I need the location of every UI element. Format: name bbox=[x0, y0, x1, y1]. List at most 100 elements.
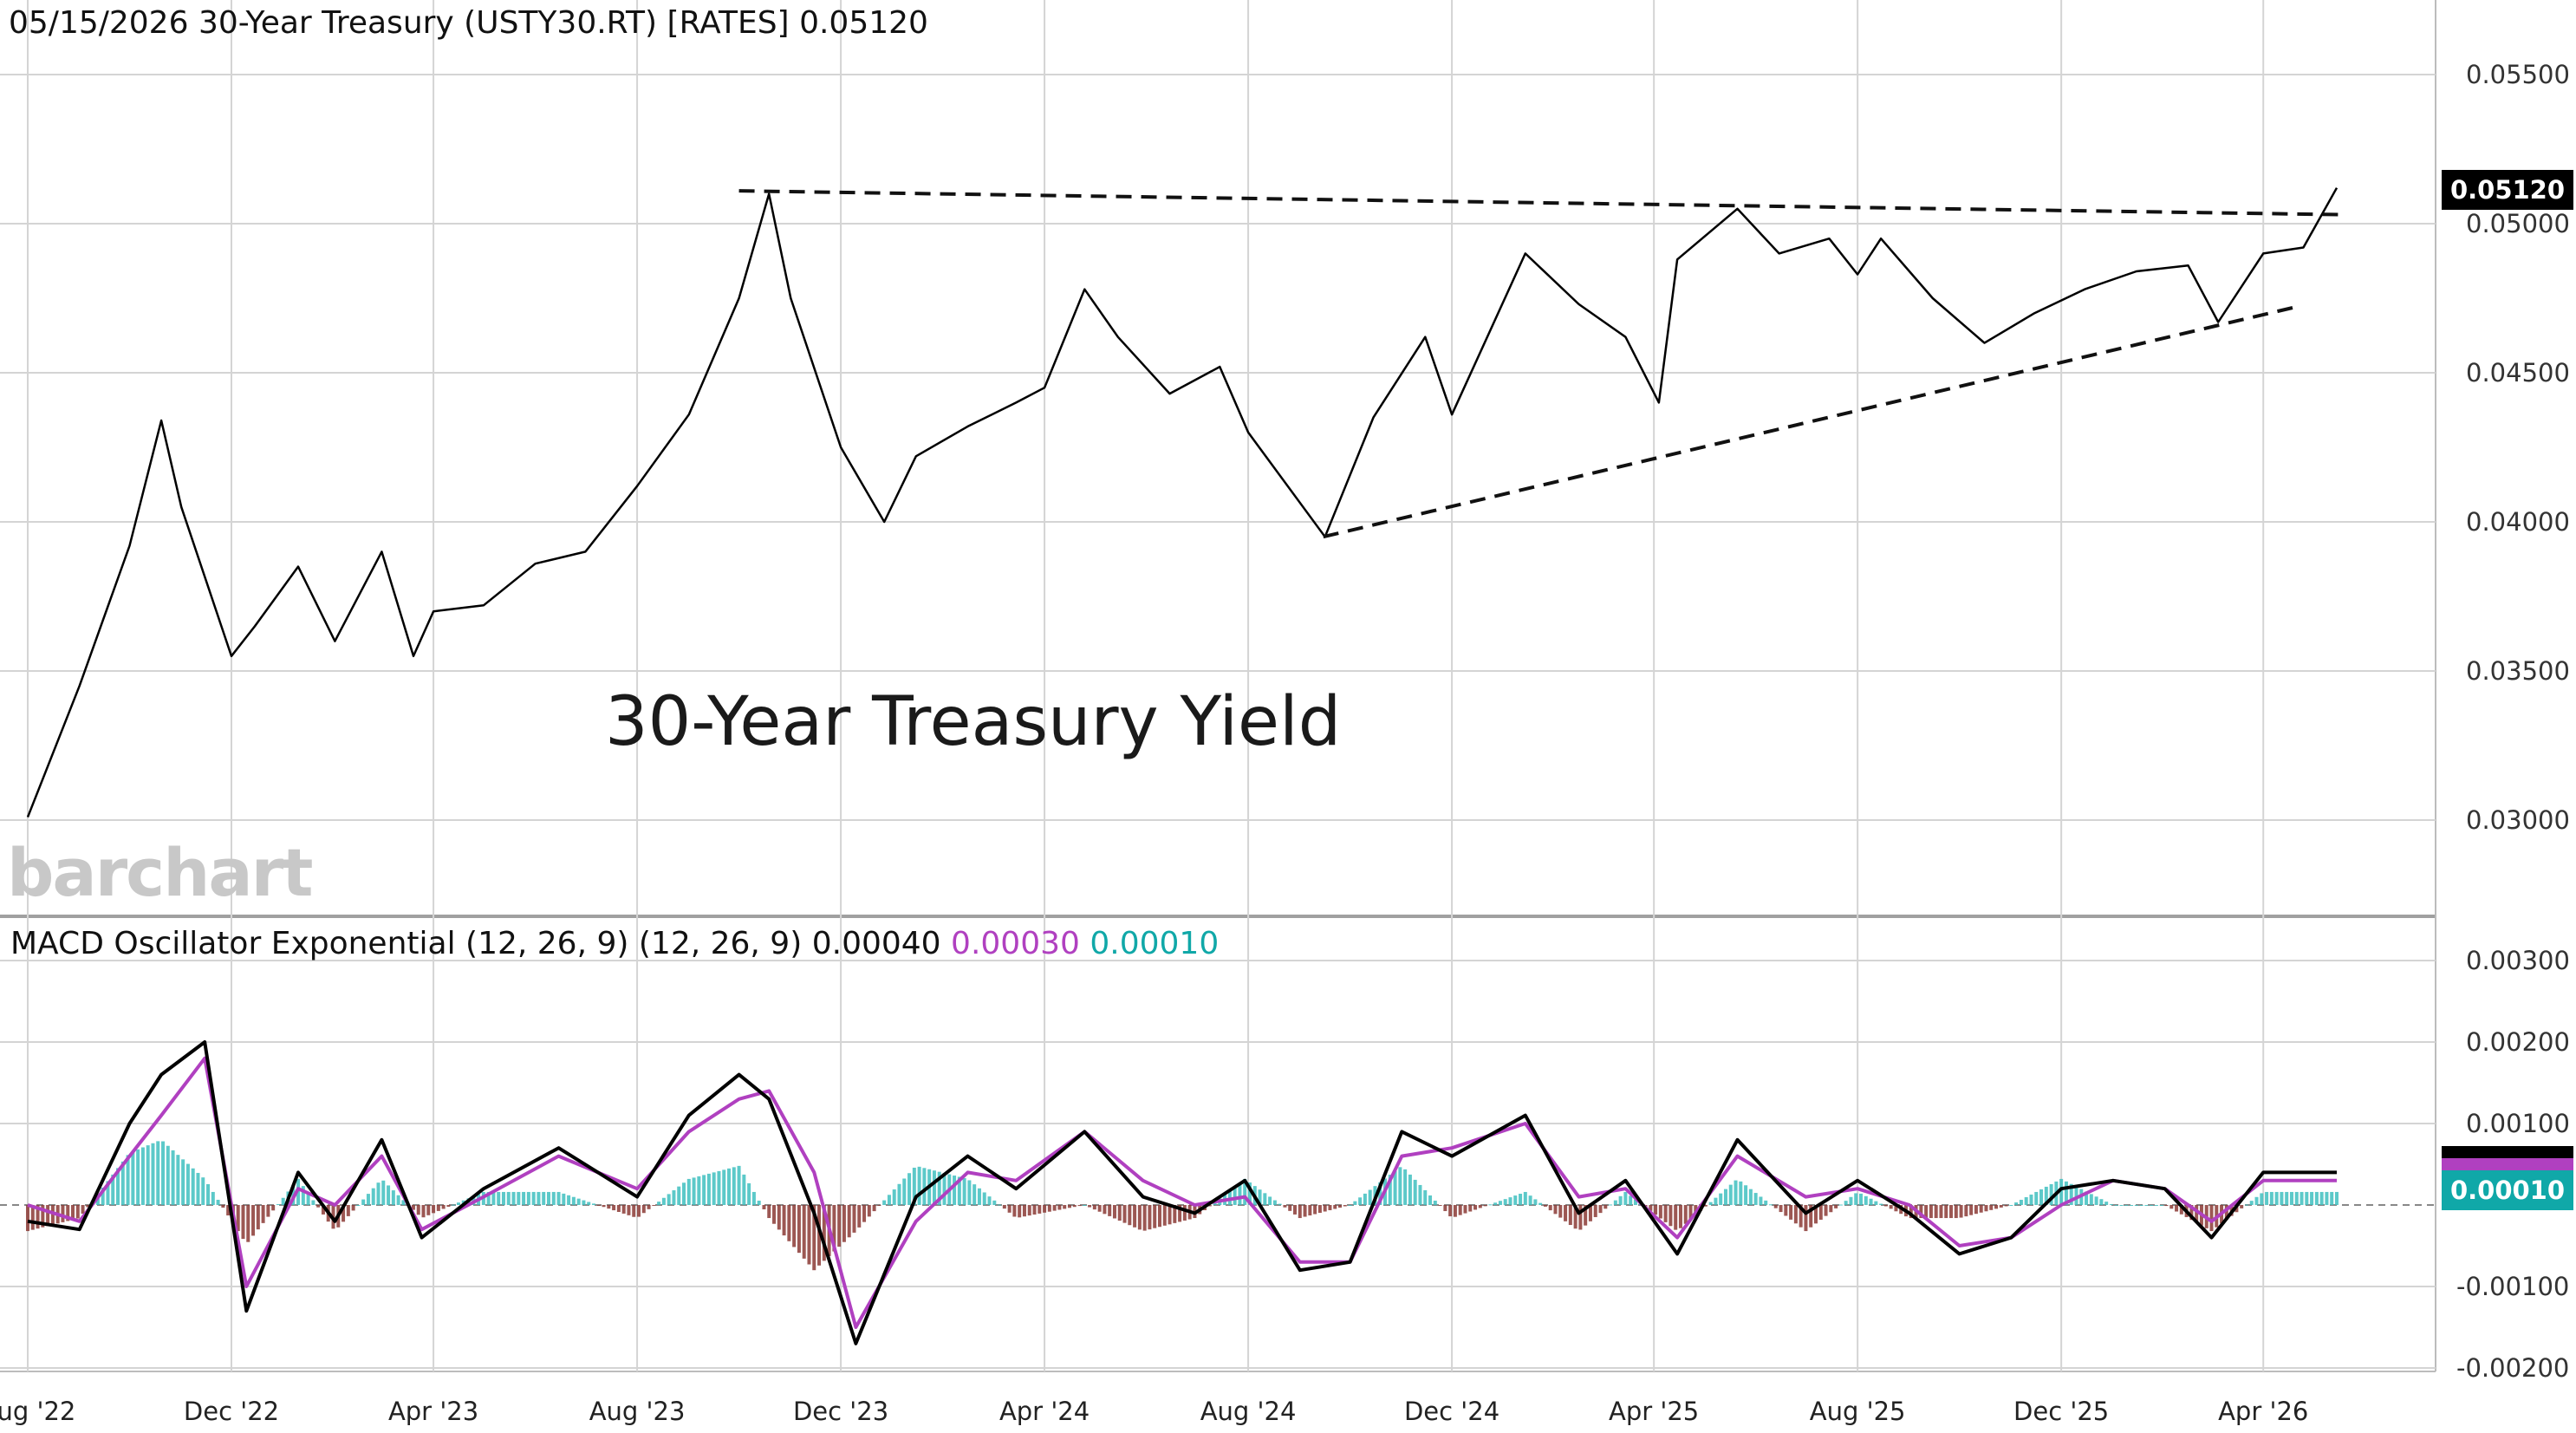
histogram-bar bbox=[907, 1173, 912, 1205]
histogram-bar bbox=[41, 1205, 45, 1228]
histogram-bar bbox=[1207, 1205, 1212, 1207]
histogram-bar bbox=[2134, 1205, 2138, 1206]
histogram-bar bbox=[1137, 1205, 1142, 1230]
histogram-bar bbox=[366, 1194, 370, 1205]
histogram-bar bbox=[1097, 1205, 1102, 1212]
histogram-bar bbox=[1248, 1182, 1252, 1205]
histogram-bar bbox=[411, 1205, 415, 1210]
histogram-bar bbox=[2029, 1194, 2033, 1205]
histogram-bar bbox=[1799, 1205, 1803, 1228]
histogram-bar bbox=[767, 1205, 771, 1219]
histogram-bar bbox=[306, 1193, 310, 1205]
histogram-bar bbox=[2334, 1191, 2339, 1205]
price-y-tick-label: 0.04000 bbox=[2466, 507, 2570, 537]
histogram-bar bbox=[396, 1195, 400, 1205]
histogram-bar bbox=[1027, 1205, 1031, 1216]
histogram-bar bbox=[456, 1202, 460, 1205]
histogram-bar bbox=[857, 1205, 862, 1228]
histogram-bar bbox=[842, 1205, 846, 1242]
histogram-bar bbox=[546, 1191, 550, 1205]
histogram-bar bbox=[86, 1205, 90, 1208]
price-y-axis-labels: 0.05500 0.05000 0.04500 0.04000 0.03500 0.030… bbox=[2466, 60, 2570, 835]
histogram-bar bbox=[1142, 1205, 1147, 1231]
histogram-bar bbox=[1363, 1193, 1367, 1205]
histogram-bar bbox=[1969, 1205, 1974, 1215]
histogram-bar bbox=[1213, 1202, 1217, 1205]
macd-title: MACD Oscillator Exponential (12, 26, 9) bbox=[10, 926, 629, 961]
histogram-bar bbox=[998, 1204, 1002, 1206]
histogram-bar bbox=[1288, 1205, 1292, 1211]
histogram-bar bbox=[867, 1205, 871, 1217]
histogram-bar bbox=[2169, 1205, 2174, 1209]
histogram-bar bbox=[1909, 1205, 1913, 1219]
histogram-bar bbox=[732, 1167, 736, 1205]
macd-histogram-badge: 0.00010 bbox=[2442, 1170, 2573, 1210]
histogram-bar bbox=[2300, 1191, 2304, 1205]
histogram-bar bbox=[281, 1197, 285, 1205]
macd-line bbox=[27, 1040, 2337, 1345]
histogram-bar bbox=[2085, 1191, 2089, 1205]
histogram-bar bbox=[1809, 1205, 1813, 1228]
histogram-bar bbox=[2094, 1196, 2098, 1205]
histogram-bar bbox=[2195, 1205, 2199, 1223]
histogram-bar bbox=[36, 1205, 40, 1229]
histogram-bar bbox=[637, 1205, 641, 1217]
histogram-bar bbox=[792, 1205, 797, 1247]
histogram-bar bbox=[116, 1168, 120, 1205]
histogram-bar bbox=[2325, 1191, 2329, 1205]
histogram-bar bbox=[206, 1183, 211, 1205]
histogram-bar bbox=[1519, 1194, 1523, 1205]
histogram-bar bbox=[316, 1205, 321, 1208]
signal-line bbox=[27, 1056, 2337, 1329]
histogram-bar bbox=[887, 1195, 891, 1205]
histogram-bar bbox=[2144, 1205, 2149, 1206]
x-tick-label: Dec '24 bbox=[1404, 1397, 1499, 1426]
histogram-bar bbox=[1353, 1201, 1357, 1205]
price-y-tick-label: 0.05500 bbox=[2466, 60, 2570, 89]
histogram-bar bbox=[1889, 1205, 1893, 1209]
histogram-bar bbox=[271, 1205, 276, 1211]
histogram-bar bbox=[2150, 1205, 2154, 1206]
x-tick-label: Aug '25 bbox=[1810, 1397, 1906, 1426]
histogram-bar bbox=[1243, 1178, 1247, 1205]
histogram-bar bbox=[616, 1205, 621, 1212]
histogram-bar bbox=[957, 1176, 961, 1205]
x-tick-label: Aug '22 bbox=[0, 1397, 75, 1426]
histogram-bar bbox=[2034, 1191, 2039, 1205]
macd-y-tick-label: 0.00200 bbox=[2466, 1027, 2570, 1057]
trendline bbox=[738, 189, 2345, 217]
histogram-bar bbox=[1283, 1205, 1287, 1208]
histogram-bar bbox=[1448, 1205, 1453, 1217]
histogram-bar bbox=[1468, 1205, 1473, 1212]
histogram-bar bbox=[2119, 1205, 2124, 1206]
histogram-bar bbox=[917, 1166, 921, 1205]
histogram-bar bbox=[712, 1172, 716, 1205]
histogram-bar bbox=[982, 1192, 986, 1205]
histogram-bar bbox=[301, 1186, 305, 1205]
macd-y-tick-label: 0.00100 bbox=[2466, 1109, 2570, 1138]
histogram-bar bbox=[1133, 1205, 1137, 1228]
histogram-bar bbox=[50, 1205, 55, 1225]
histogram-bar bbox=[256, 1205, 260, 1230]
histogram-bar bbox=[537, 1191, 541, 1205]
histogram-bar bbox=[1313, 1205, 1317, 1215]
histogram-bar bbox=[782, 1205, 786, 1236]
histogram-bar bbox=[1764, 1200, 1768, 1205]
histogram-bar bbox=[812, 1205, 816, 1271]
histogram-bar bbox=[1503, 1199, 1507, 1205]
histogram-bar bbox=[1768, 1204, 1773, 1206]
histogram-bar bbox=[2074, 1186, 2078, 1205]
histogram-bar bbox=[1834, 1205, 1838, 1208]
histogram-bar bbox=[221, 1205, 225, 1208]
histogram-bar bbox=[922, 1168, 927, 1205]
histogram-bar bbox=[1759, 1196, 1763, 1205]
histogram-bar bbox=[1613, 1200, 1617, 1205]
histogram-bar bbox=[1548, 1205, 1552, 1211]
macd-y-tick-label: -0.00100 bbox=[2456, 1272, 2569, 1301]
histogram-bar bbox=[787, 1205, 791, 1241]
histogram-bar bbox=[2069, 1183, 2073, 1205]
histogram-bar bbox=[657, 1202, 661, 1205]
histogram-bar bbox=[1323, 1205, 1327, 1212]
histogram-bar bbox=[1584, 1205, 1588, 1226]
histogram-bar bbox=[697, 1176, 701, 1205]
